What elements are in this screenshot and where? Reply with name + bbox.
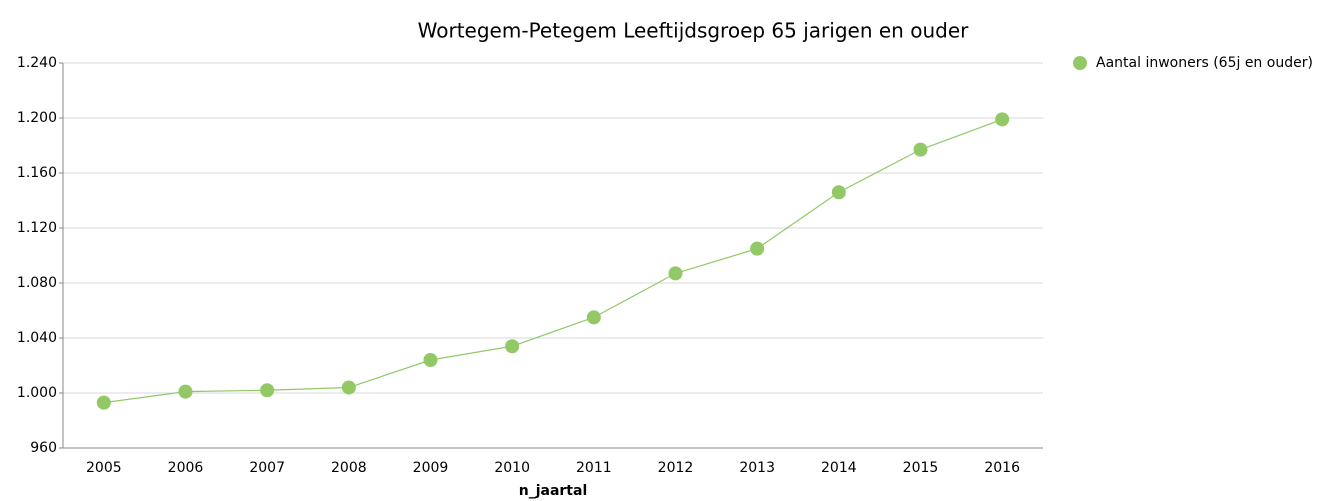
x-axis-title: n_jaartal bbox=[519, 483, 588, 499]
y-tick-label: 1.160 bbox=[17, 165, 57, 181]
x-tick-label: 2011 bbox=[576, 460, 612, 476]
y-tick-label: 1.000 bbox=[17, 385, 57, 401]
y-tick-label: 960 bbox=[30, 440, 57, 456]
x-tick-label: 2008 bbox=[331, 460, 367, 476]
point-marker bbox=[913, 142, 928, 157]
point-marker bbox=[668, 266, 683, 281]
point-marker bbox=[341, 380, 356, 395]
y-tick-label: 1.080 bbox=[17, 275, 57, 291]
point-marker bbox=[96, 395, 111, 410]
point-marker bbox=[831, 185, 846, 200]
x-tick-label: 2012 bbox=[658, 460, 694, 476]
x-tick-label: 2007 bbox=[249, 460, 285, 476]
x-tick-label: 2014 bbox=[821, 460, 857, 476]
legend-marker bbox=[1073, 56, 1087, 70]
x-tick-label: 2013 bbox=[739, 460, 775, 476]
x-tick-label: 2005 bbox=[86, 460, 122, 476]
point-marker bbox=[178, 384, 193, 399]
y-tick-label: 1.040 bbox=[17, 330, 57, 346]
point-marker bbox=[995, 112, 1010, 127]
legend-label: Aantal inwoners (65j en ouder) bbox=[1096, 55, 1313, 71]
y-tick-label: 1.120 bbox=[17, 220, 57, 236]
x-tick-label: 2010 bbox=[494, 460, 530, 476]
x-tick-label: 2006 bbox=[168, 460, 204, 476]
series-line bbox=[103, 118, 1003, 404]
x-tick-label: 2016 bbox=[984, 460, 1020, 476]
point-marker bbox=[586, 310, 601, 325]
point-marker bbox=[750, 241, 765, 256]
point-marker bbox=[260, 383, 275, 398]
y-tick-label: 1.240 bbox=[17, 55, 57, 71]
x-tick-label: 2015 bbox=[903, 460, 939, 476]
y-tick-label: 1.200 bbox=[17, 110, 57, 126]
point-marker bbox=[423, 353, 438, 367]
chart-title: Wortegem-Petegem Leeftijdsgroep 65 jarig… bbox=[418, 19, 969, 43]
x-tick-label: 2009 bbox=[413, 460, 449, 476]
point-marker bbox=[505, 339, 520, 354]
